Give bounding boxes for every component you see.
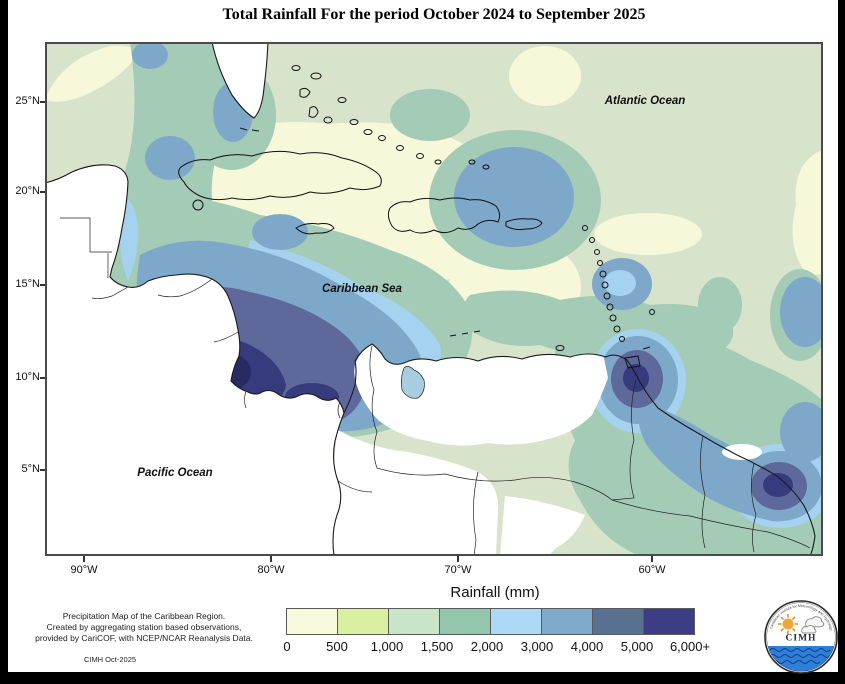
islands-lesser-antilles bbox=[449, 225, 655, 369]
y-tick bbox=[40, 101, 45, 103]
coastlines bbox=[45, 42, 816, 556]
label-pacific-ocean: Pacific Ocean bbox=[137, 467, 212, 479]
landmass-mexico-central-america bbox=[45, 164, 344, 556]
legend-label-1000: 1,000 bbox=[370, 639, 404, 654]
attribution-stamp: CIMH Oct-2025 bbox=[83, 655, 137, 664]
island-jamaica bbox=[295, 223, 335, 235]
landmass-venezuela-interior bbox=[354, 344, 608, 446]
lake-maracaibo bbox=[400, 366, 425, 399]
y-tick bbox=[40, 191, 45, 193]
x-tick bbox=[270, 556, 272, 562]
landmass-florida bbox=[212, 42, 268, 118]
legend-label-4000: 4,000 bbox=[570, 639, 604, 654]
legend-label-2000: 2,000 bbox=[470, 639, 504, 654]
legend-label-5000: 5,000 bbox=[620, 639, 654, 654]
legend-swatch-500-1000 bbox=[337, 608, 389, 635]
country-borders bbox=[60, 217, 811, 556]
landmass-brazil bbox=[500, 496, 585, 556]
legend-swatch-5000-6000 bbox=[643, 608, 695, 635]
attribution-line-1: Precipitation Map of the Caribbean Regio… bbox=[62, 611, 226, 621]
legend-swatch-2000-3000 bbox=[490, 608, 542, 635]
x-axis-label-60w: 60°W bbox=[638, 564, 666, 576]
islands-abc bbox=[449, 330, 481, 337]
cimh-logo: Caribbean Institute for Meteorology and … bbox=[764, 600, 838, 674]
x-tick bbox=[457, 556, 459, 562]
x-axis-label-90w: 90°W bbox=[70, 564, 98, 576]
island-hispaniola bbox=[387, 197, 501, 234]
island-trinidad bbox=[624, 355, 641, 369]
legend-title: Rainfall (mm) bbox=[450, 584, 540, 601]
island-juventud bbox=[192, 199, 204, 211]
legend-swatch-1500-2000 bbox=[439, 608, 491, 635]
legend-swatch-0-500 bbox=[286, 608, 338, 635]
legend-swatch-3000-4000 bbox=[541, 608, 593, 635]
map-title: Total Rainfall For the period October 20… bbox=[222, 6, 646, 23]
island-cuba bbox=[178, 150, 382, 201]
y-axis-label-25n: 25°N bbox=[15, 95, 40, 107]
legend-label-3000: 3,000 bbox=[520, 639, 554, 654]
legend-label-0: 0 bbox=[283, 639, 291, 654]
landmass-fills bbox=[45, 42, 762, 556]
x-tick bbox=[651, 556, 653, 562]
label-caribbean-sea: Caribbean Sea bbox=[322, 283, 402, 295]
attribution-line-3: provided by CariCOF, with NCEP/NCAR Rean… bbox=[35, 633, 253, 644]
legend-label-1500: 1,500 bbox=[420, 639, 454, 654]
legend-label-500: 500 bbox=[326, 639, 348, 654]
cloud-icon bbox=[801, 616, 825, 634]
map-border bbox=[45, 42, 823, 556]
x-axis-label-70w: 70°W bbox=[444, 564, 472, 576]
y-axis-label-5n: 5°N bbox=[21, 463, 40, 475]
x-tick bbox=[83, 556, 85, 562]
island-outlines bbox=[178, 65, 655, 369]
legend-label-6000plus: 6,000+ bbox=[669, 639, 711, 654]
legend-swatch-1000-1500 bbox=[388, 608, 440, 635]
island-margarita bbox=[555, 345, 565, 351]
y-axis-label-20n: 20°N bbox=[15, 185, 40, 197]
y-tick bbox=[40, 377, 45, 379]
attribution-line-2: Created by aggregating station based obs… bbox=[46, 622, 242, 633]
landmass-guyana-interior bbox=[722, 444, 762, 460]
label-atlantic-ocean: Atlantic Ocean bbox=[604, 95, 686, 107]
legend-colorbar bbox=[286, 608, 695, 635]
legend-swatch-4000-5000 bbox=[592, 608, 644, 635]
island-puerto-rico bbox=[505, 218, 543, 231]
logo-text: CIMH bbox=[786, 634, 817, 644]
landmass-colombia-interior bbox=[332, 430, 499, 556]
water-waves-icon bbox=[766, 602, 836, 672]
x-axis-label-80w: 80°W bbox=[257, 564, 285, 576]
y-axis-label-15n: 15°N bbox=[15, 278, 40, 290]
y-tick bbox=[40, 469, 45, 471]
sun-icon bbox=[778, 614, 798, 634]
attribution-text: Precipitation Map of the Caribbean Regio… bbox=[28, 611, 260, 644]
islands-bahamas bbox=[291, 65, 490, 170]
island-tobago bbox=[642, 346, 651, 350]
contour-core-antilles bbox=[604, 270, 636, 296]
y-tick bbox=[40, 284, 45, 286]
y-axis-label-10n: 10°N bbox=[15, 371, 40, 383]
rainfall-contour-map: Atlantic Ocean Caribbean Sea Pacific Oce… bbox=[45, 42, 823, 556]
